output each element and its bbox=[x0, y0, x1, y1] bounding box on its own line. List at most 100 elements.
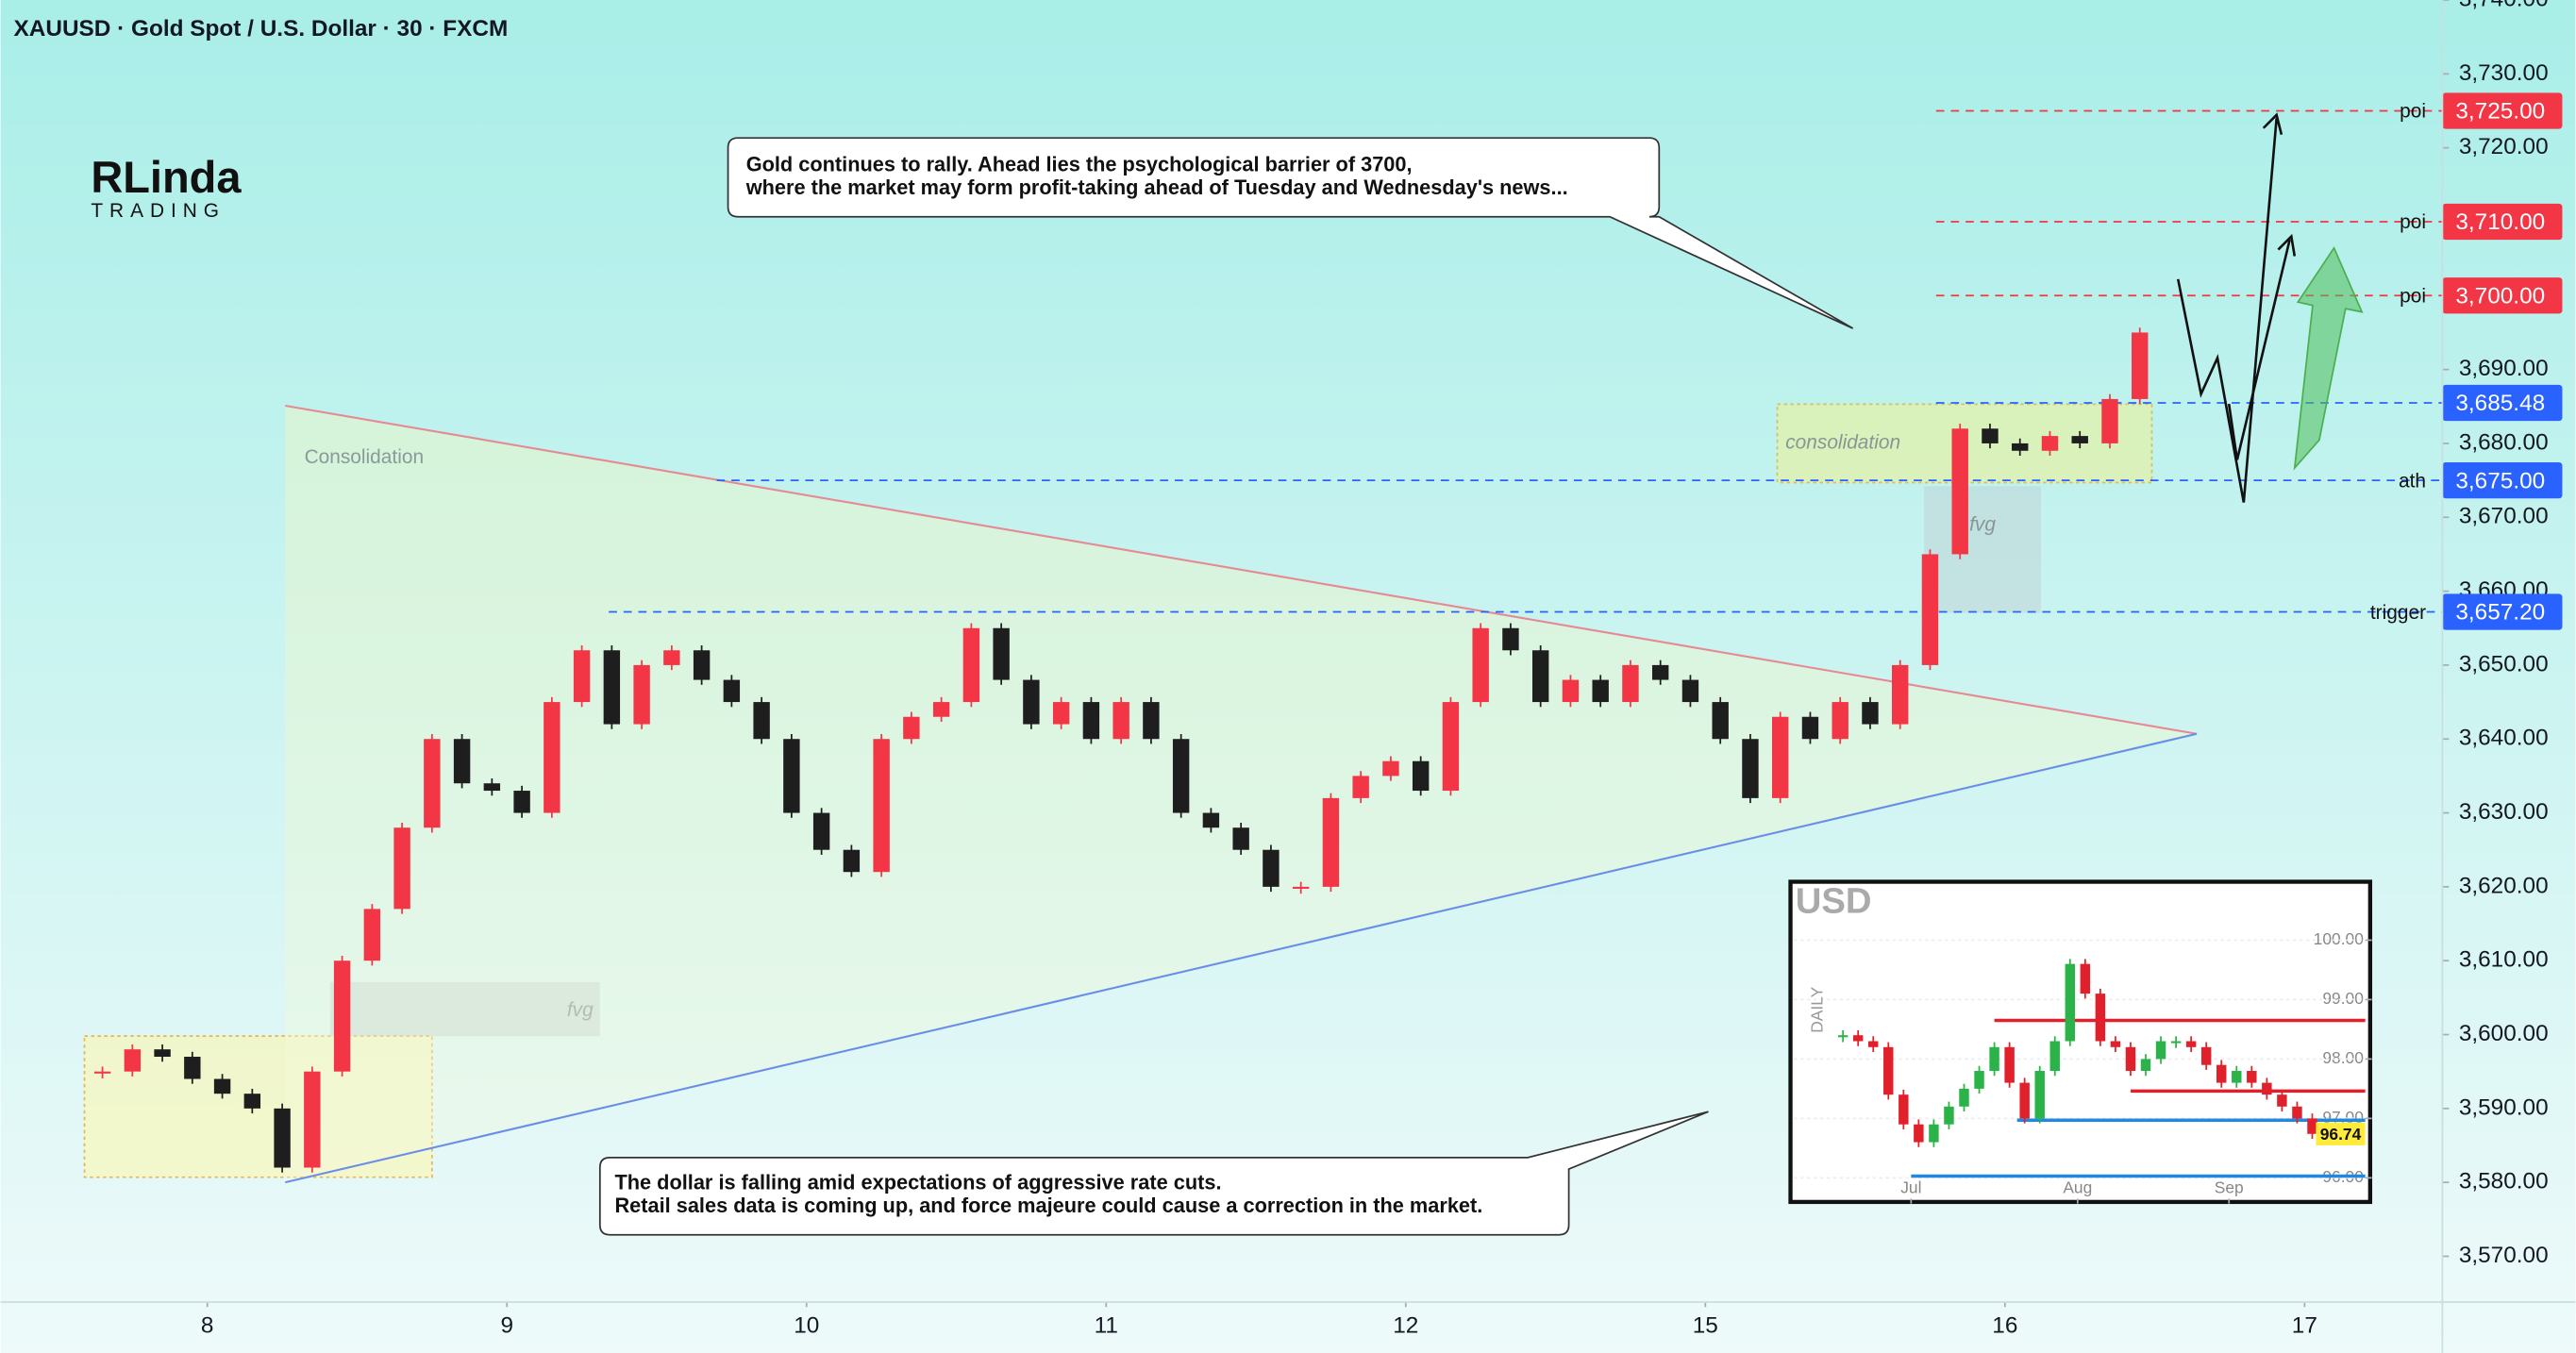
candle bbox=[1082, 702, 1100, 740]
price-tag bbox=[2442, 461, 2563, 499]
candle bbox=[1562, 679, 1580, 703]
callout-text: Gold continues to rally. Ahead lies the … bbox=[746, 153, 1413, 176]
candle bbox=[1651, 664, 1669, 680]
candle bbox=[633, 664, 650, 725]
candle bbox=[1112, 702, 1129, 740]
candle bbox=[124, 1049, 142, 1072]
candle bbox=[2004, 1046, 2015, 1083]
y-tick-label: 3,720.00 bbox=[2459, 134, 2549, 159]
candle bbox=[2277, 1094, 2287, 1107]
candle bbox=[1531, 650, 1549, 703]
price-tag-label: 3,710.00 bbox=[2455, 209, 2545, 235]
callout-box bbox=[598, 1111, 1709, 1236]
candle bbox=[1023, 679, 1040, 725]
x-tick-label: 9 bbox=[500, 1313, 513, 1339]
candle bbox=[184, 1057, 201, 1079]
price-tag bbox=[2442, 593, 2563, 630]
y-tick-label: 3,590.00 bbox=[2459, 1094, 2549, 1120]
candle bbox=[2262, 1082, 2272, 1095]
candle bbox=[1172, 739, 1190, 813]
y-tick-label: 3,670.00 bbox=[2459, 504, 2549, 529]
candle bbox=[873, 739, 890, 873]
candle bbox=[274, 1108, 291, 1168]
candle bbox=[453, 739, 471, 784]
price-tag bbox=[2316, 1122, 2366, 1145]
candle bbox=[1852, 1035, 1864, 1042]
candle bbox=[2080, 963, 2091, 994]
callout-text: where the market may form profit-taking … bbox=[745, 175, 1568, 199]
candle bbox=[1959, 1088, 1969, 1107]
candle bbox=[2140, 1059, 2151, 1072]
candle bbox=[1914, 1124, 1924, 1143]
candle bbox=[1502, 627, 1519, 651]
candle bbox=[393, 827, 410, 910]
zone bbox=[1924, 486, 2041, 613]
candle bbox=[2155, 1041, 2166, 1060]
candle bbox=[2216, 1064, 2227, 1083]
candle bbox=[1883, 1046, 1894, 1095]
candle bbox=[2200, 1046, 2212, 1065]
trendline bbox=[285, 404, 2198, 735]
trendline bbox=[285, 732, 2198, 1184]
main-layer: 3,570.00 3,580.00 3,590.00 3,600.00 3,610.00… bbox=[93, 0, 2563, 1339]
candle bbox=[213, 1078, 231, 1094]
back-layer: fvgconsolidationfvg bbox=[83, 109, 2443, 1184]
candle bbox=[993, 627, 1010, 680]
callout-text: The dollar is falling amid expectations … bbox=[614, 1171, 1221, 1194]
candle bbox=[1982, 428, 1999, 443]
level-label: trigger bbox=[2370, 602, 2426, 624]
inset-frame bbox=[1788, 879, 2373, 1205]
x-tick-label: 17 bbox=[2292, 1313, 2317, 1339]
y-tick-label: 3,570.00 bbox=[2459, 1243, 2549, 1268]
logo-top: RLinda bbox=[91, 152, 242, 202]
x-tick-label: 12 bbox=[1393, 1313, 1418, 1339]
candle bbox=[1712, 702, 1729, 740]
price-tag bbox=[2442, 203, 2563, 241]
candle bbox=[1232, 827, 1249, 850]
candle bbox=[333, 960, 351, 1072]
candle bbox=[1832, 702, 1848, 740]
candle bbox=[573, 650, 591, 703]
candle bbox=[1472, 627, 1489, 703]
candle bbox=[1862, 702, 1879, 725]
candle bbox=[483, 783, 501, 792]
candle bbox=[693, 650, 711, 680]
candle bbox=[1742, 739, 1759, 798]
candle bbox=[1143, 702, 1160, 740]
y-tick-label: 100.00 bbox=[2314, 929, 2364, 948]
level-label: poi bbox=[2400, 101, 2426, 123]
price-tag-label: 3,700.00 bbox=[2455, 283, 2545, 309]
x-tick-label: 11 bbox=[1095, 1313, 1118, 1339]
candle bbox=[2247, 1071, 2257, 1083]
candle bbox=[2095, 994, 2106, 1042]
inset-title: USD bbox=[1796, 880, 1872, 921]
triangle-shade bbox=[285, 405, 2198, 1183]
candle bbox=[2110, 1041, 2121, 1047]
candle bbox=[424, 739, 441, 828]
callout-text: Retail sales data is coming up, and forc… bbox=[614, 1194, 1482, 1217]
projection-path bbox=[2176, 118, 2278, 503]
candle bbox=[243, 1094, 261, 1109]
candle bbox=[2012, 443, 2029, 451]
triangle-label: Consolidation bbox=[305, 446, 425, 468]
y-tick-label: 3,650.00 bbox=[2459, 651, 2549, 676]
candle bbox=[2071, 436, 2088, 443]
x-tick-label: 15 bbox=[1693, 1313, 1718, 1339]
candle bbox=[2049, 1041, 2060, 1072]
callout-box bbox=[727, 137, 1854, 329]
inset-y-label: DAILY bbox=[1808, 986, 1827, 1032]
price-tag-label: 3,675.00 bbox=[2455, 468, 2545, 493]
candle bbox=[1929, 1124, 1939, 1143]
candle bbox=[1868, 1041, 1879, 1047]
candle bbox=[304, 1071, 321, 1168]
candle bbox=[663, 650, 680, 665]
price-tag bbox=[2442, 92, 2563, 129]
candle bbox=[1837, 1035, 1848, 1038]
candle bbox=[1622, 664, 1639, 703]
level-label: poi bbox=[2400, 211, 2426, 233]
price-tag-label: 96.74 bbox=[2320, 1125, 2362, 1144]
candle bbox=[2034, 1071, 2045, 1119]
green-arrow bbox=[2293, 245, 2364, 471]
candle bbox=[783, 739, 800, 813]
